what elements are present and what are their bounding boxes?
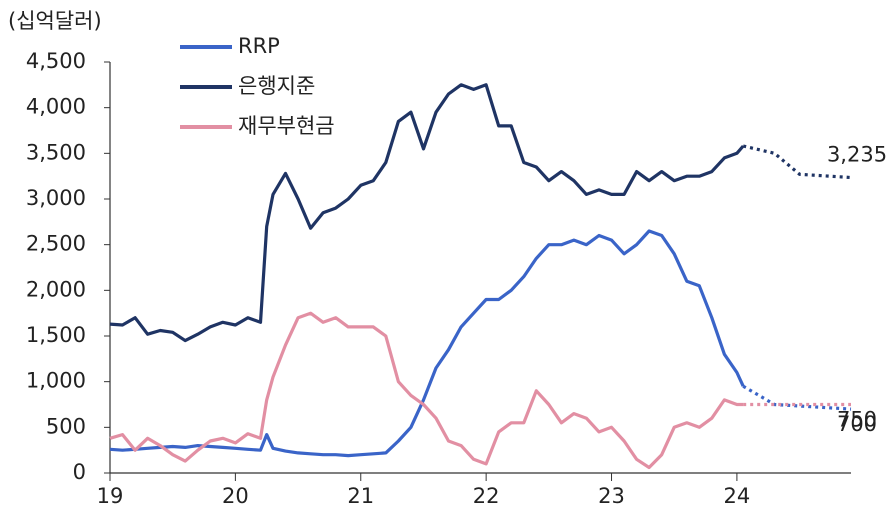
y-tick-label: 1,000 (26, 369, 86, 393)
series-line (109, 83, 745, 343)
x-tick-label: 24 (724, 484, 751, 508)
legend-label: 은행지준 (238, 74, 315, 98)
y-tick-label: 0 (73, 460, 86, 484)
legend-label: 재무부현금 (238, 114, 335, 138)
end-label: 700 (837, 412, 877, 436)
end-label: 3,235 (827, 143, 887, 167)
series-line (109, 229, 745, 458)
y-tick-label: 1,500 (26, 323, 86, 347)
y-tick-label: 4,000 (26, 95, 86, 119)
y-axis-label: (십억달러) (8, 9, 102, 33)
end-label: 750 (837, 408, 877, 432)
x-tick-label: 22 (473, 484, 500, 508)
projection-line (742, 384, 852, 411)
x-tick-label: 20 (222, 484, 249, 508)
y-tick-label: 500 (46, 414, 86, 438)
x-tick-label: 19 (97, 484, 124, 508)
y-tick-label: 3,000 (26, 186, 86, 210)
y-tick-label: 2,500 (26, 232, 86, 256)
series-line (109, 311, 744, 470)
y-tick-label: 2,000 (26, 277, 86, 301)
projection-line (742, 144, 852, 180)
y-tick-label: 3,500 (26, 140, 86, 164)
x-tick-label: 21 (347, 484, 374, 508)
legend-label: RRP (238, 34, 280, 58)
x-tick-label: 23 (598, 484, 625, 508)
y-tick-label: 4,500 (26, 49, 86, 73)
